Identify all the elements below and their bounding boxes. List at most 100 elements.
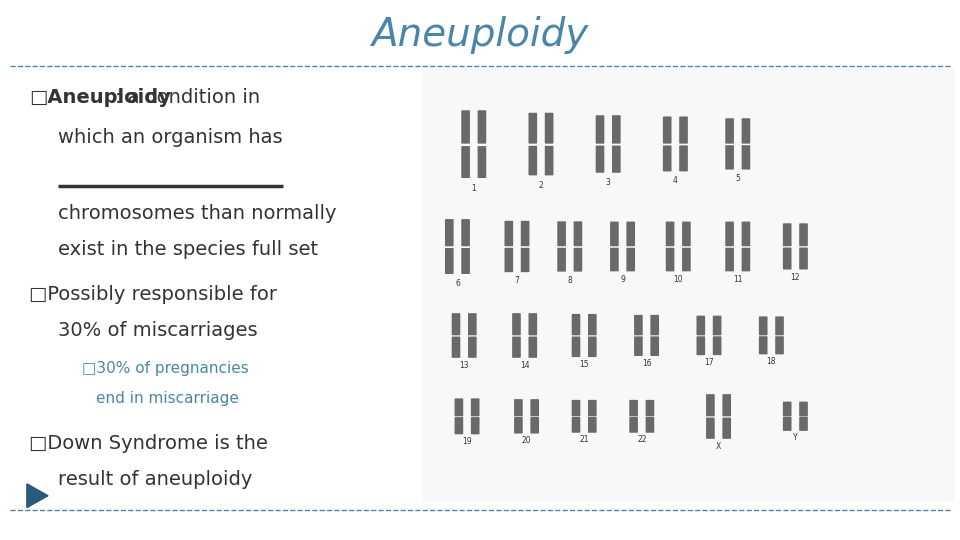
- FancyBboxPatch shape: [612, 115, 621, 144]
- FancyBboxPatch shape: [611, 248, 619, 272]
- FancyBboxPatch shape: [662, 145, 672, 171]
- FancyBboxPatch shape: [712, 336, 722, 355]
- Text: result of aneuploidy: result of aneuploidy: [58, 470, 252, 489]
- FancyBboxPatch shape: [783, 247, 791, 269]
- Text: 4: 4: [673, 176, 678, 185]
- Text: 13: 13: [459, 361, 469, 370]
- Text: 7: 7: [515, 276, 519, 286]
- FancyBboxPatch shape: [572, 314, 580, 335]
- FancyBboxPatch shape: [574, 221, 582, 246]
- FancyBboxPatch shape: [595, 145, 605, 173]
- FancyBboxPatch shape: [630, 417, 638, 433]
- FancyBboxPatch shape: [611, 221, 619, 246]
- Text: 3: 3: [606, 178, 611, 186]
- Text: 11: 11: [733, 275, 742, 285]
- FancyBboxPatch shape: [513, 336, 521, 358]
- FancyBboxPatch shape: [588, 336, 597, 357]
- FancyBboxPatch shape: [707, 394, 714, 416]
- Polygon shape: [27, 484, 48, 508]
- Text: 18: 18: [767, 357, 776, 366]
- FancyBboxPatch shape: [776, 316, 784, 335]
- FancyBboxPatch shape: [776, 336, 784, 354]
- FancyBboxPatch shape: [726, 145, 734, 170]
- FancyBboxPatch shape: [529, 313, 538, 335]
- Text: 22: 22: [637, 435, 646, 444]
- Text: 12: 12: [791, 273, 800, 282]
- FancyBboxPatch shape: [783, 417, 791, 431]
- FancyBboxPatch shape: [630, 400, 638, 416]
- FancyBboxPatch shape: [445, 248, 454, 274]
- FancyBboxPatch shape: [574, 248, 582, 272]
- FancyBboxPatch shape: [707, 417, 714, 439]
- FancyBboxPatch shape: [723, 417, 732, 439]
- FancyBboxPatch shape: [627, 248, 636, 272]
- FancyBboxPatch shape: [759, 336, 768, 354]
- FancyBboxPatch shape: [572, 336, 580, 357]
- FancyBboxPatch shape: [651, 315, 660, 335]
- FancyBboxPatch shape: [635, 315, 643, 335]
- Text: □Possibly responsible for: □Possibly responsible for: [29, 285, 276, 304]
- Text: 17: 17: [704, 359, 714, 367]
- FancyBboxPatch shape: [451, 313, 461, 335]
- FancyBboxPatch shape: [646, 400, 655, 416]
- FancyBboxPatch shape: [799, 247, 808, 269]
- FancyBboxPatch shape: [680, 117, 687, 144]
- Text: Aneuploidy: Aneuploidy: [372, 16, 588, 54]
- FancyBboxPatch shape: [468, 313, 476, 335]
- Text: which an organism has: which an organism has: [58, 128, 282, 147]
- Text: 30% of miscarriages: 30% of miscarriages: [58, 321, 257, 340]
- FancyBboxPatch shape: [455, 417, 463, 434]
- FancyBboxPatch shape: [799, 224, 808, 246]
- FancyBboxPatch shape: [545, 146, 554, 176]
- FancyBboxPatch shape: [572, 400, 580, 416]
- FancyBboxPatch shape: [666, 248, 674, 272]
- FancyBboxPatch shape: [455, 399, 463, 416]
- Text: 21: 21: [580, 435, 588, 444]
- FancyBboxPatch shape: [726, 248, 734, 272]
- FancyBboxPatch shape: [588, 400, 597, 416]
- FancyBboxPatch shape: [451, 336, 461, 358]
- FancyBboxPatch shape: [470, 417, 480, 434]
- Text: 10: 10: [673, 275, 684, 285]
- FancyBboxPatch shape: [680, 145, 687, 171]
- FancyBboxPatch shape: [461, 146, 470, 178]
- FancyBboxPatch shape: [515, 399, 523, 416]
- Text: X: X: [716, 442, 721, 451]
- FancyBboxPatch shape: [666, 221, 674, 246]
- FancyBboxPatch shape: [521, 248, 530, 272]
- Text: 20: 20: [521, 436, 532, 445]
- FancyBboxPatch shape: [741, 118, 751, 144]
- FancyBboxPatch shape: [635, 336, 643, 356]
- FancyBboxPatch shape: [741, 248, 751, 272]
- FancyBboxPatch shape: [682, 221, 691, 246]
- FancyBboxPatch shape: [470, 399, 480, 416]
- FancyBboxPatch shape: [697, 336, 705, 355]
- FancyBboxPatch shape: [461, 110, 470, 144]
- Text: 14: 14: [519, 361, 530, 370]
- FancyBboxPatch shape: [529, 146, 538, 176]
- Text: □30% of pregnancies: □30% of pregnancies: [82, 361, 249, 376]
- FancyBboxPatch shape: [557, 248, 566, 272]
- Text: □Down Syndrome is the: □Down Syndrome is the: [29, 434, 268, 454]
- FancyBboxPatch shape: [545, 113, 554, 144]
- Text: chromosomes than normally: chromosomes than normally: [58, 204, 336, 223]
- FancyBboxPatch shape: [572, 417, 580, 433]
- FancyBboxPatch shape: [741, 221, 751, 246]
- FancyBboxPatch shape: [759, 316, 768, 335]
- FancyBboxPatch shape: [588, 314, 597, 335]
- FancyBboxPatch shape: [723, 394, 732, 416]
- FancyBboxPatch shape: [588, 417, 597, 433]
- FancyBboxPatch shape: [726, 118, 734, 144]
- FancyBboxPatch shape: [595, 115, 605, 144]
- Text: 8: 8: [567, 276, 572, 285]
- FancyBboxPatch shape: [682, 248, 691, 272]
- Text: 15: 15: [579, 361, 589, 369]
- FancyBboxPatch shape: [697, 315, 705, 335]
- FancyBboxPatch shape: [726, 221, 734, 246]
- Text: 1: 1: [471, 184, 476, 193]
- FancyBboxPatch shape: [462, 219, 470, 246]
- Text: 16: 16: [641, 359, 652, 368]
- Text: 19: 19: [462, 437, 472, 446]
- FancyBboxPatch shape: [515, 417, 523, 434]
- FancyBboxPatch shape: [445, 219, 454, 246]
